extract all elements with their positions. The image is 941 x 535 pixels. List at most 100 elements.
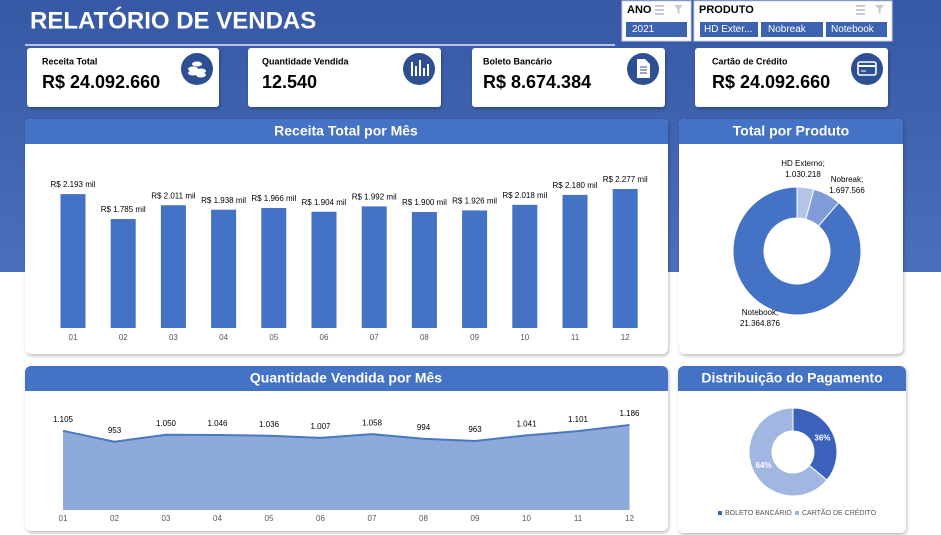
data-label: R$ 1.904 mil [302, 198, 347, 207]
data-label: R$ 2.180 mil [553, 181, 598, 190]
page-title: RELATÓRIO DE VENDAS [30, 6, 316, 34]
data-label: 1.041 [516, 420, 537, 429]
x-tick-label: 08 [419, 514, 428, 523]
panel-title: Receita Total por Mês [274, 123, 418, 139]
data-label: R$ 2.193 mil [51, 180, 96, 189]
x-tick-label: 10 [522, 514, 531, 523]
label-separator: ; [823, 159, 825, 168]
slicer-item-label[interactable]: Nobreak [768, 24, 807, 35]
x-tick-label: 11 [574, 514, 583, 523]
kpi-card: Quantidade Vendida 12.540 [248, 48, 441, 107]
data-label: 64% [756, 461, 772, 470]
kpi-value: R$ 24.092.660 [712, 72, 830, 92]
slicer-title: PRODUTO [699, 4, 754, 16]
filter-icon[interactable] [875, 5, 884, 14]
data-label: R$ 1.900 mil [402, 198, 447, 207]
value-label: 1.030.218 [785, 170, 821, 179]
bar [462, 210, 488, 328]
bar [361, 206, 387, 328]
data-label: 36% [814, 433, 830, 442]
panel-title: Quantidade Vendida por Mês [250, 370, 442, 386]
product-slicer: PRODUTO HD Exter... Nobreak Notebook [693, 0, 893, 42]
kpi-icon [851, 53, 883, 85]
x-tick-label: 07 [368, 514, 377, 523]
bar [60, 194, 86, 328]
slicer-item-label[interactable]: HD Exter... [704, 24, 752, 35]
kpi-label: Quantidade Vendida [262, 56, 350, 66]
data-label: R$ 1.992 mil [352, 193, 397, 202]
kpi-label: Cartão de Crédito [712, 56, 788, 66]
data-label: R$ 2.277 mil [603, 175, 648, 184]
donut-slice [732, 186, 862, 316]
slicer-item-label[interactable]: Notebook [831, 24, 875, 35]
category-label: Notebook [742, 308, 777, 317]
kpi-value: R$ 8.674.384 [483, 72, 591, 92]
slicer-item[interactable] [826, 22, 887, 37]
x-tick-label: 11 [571, 333, 580, 342]
donut-slice [792, 407, 838, 481]
x-tick-label: 08 [420, 333, 429, 342]
legend-label: BOLETO BANCÁRIO [725, 508, 792, 517]
data-label: 963 [468, 425, 482, 434]
kpi-value: R$ 24.092.660 [42, 72, 160, 92]
slicer-item[interactable] [761, 22, 823, 37]
filter-icon[interactable] [674, 5, 683, 14]
data-label: 1.046 [207, 419, 228, 428]
bar [411, 212, 437, 328]
x-tick-label: 02 [110, 514, 119, 523]
kpi-card: Receita Total R$ 24.092.660 [27, 48, 219, 107]
data-label: R$ 2.011 mil [151, 191, 196, 200]
x-tick-label: 03 [162, 514, 171, 523]
bar [311, 211, 337, 328]
data-label: 1.036 [259, 420, 280, 429]
panel: Distribuição do Pagamento [678, 366, 906, 533]
line [62, 424, 630, 443]
panel-title: Distribuição do Pagamento [701, 370, 882, 386]
slicer-item[interactable] [626, 22, 687, 37]
x-tick-label: 06 [316, 514, 325, 523]
kpi-value: 12.540 [262, 72, 317, 92]
legend-swatch [718, 511, 722, 515]
bar [160, 205, 186, 328]
value-label: 1.697.566 [829, 186, 865, 195]
data-label: 994 [417, 423, 431, 432]
x-tick-label: 01 [59, 514, 68, 523]
bar [211, 209, 237, 328]
x-tick-label: 09 [470, 333, 479, 342]
x-tick-label: 10 [520, 333, 529, 342]
data-label: 1.105 [53, 415, 74, 424]
slicer-title: ANO [627, 4, 652, 16]
x-tick-label: 05 [269, 333, 278, 342]
slicer-item[interactable] [700, 22, 758, 37]
x-tick-label: 04 [213, 514, 222, 523]
x-tick-label: 06 [320, 333, 329, 342]
x-tick-label: 09 [471, 514, 480, 523]
data-label: 953 [108, 426, 122, 435]
kpi-card: Boleto Bancário R$ 8.674.384 [472, 48, 665, 107]
label-separator: ; [861, 175, 863, 184]
year-slicer: ANO 2021 [621, 0, 692, 42]
legend-swatch [795, 511, 799, 515]
panel-title: Total por Produto [733, 123, 849, 139]
kpi-label: Boleto Bancário [483, 56, 553, 66]
value-label: 21.364.876 [740, 319, 781, 328]
x-tick-label: 01 [69, 333, 78, 342]
slicer-item-label[interactable]: 2021 [632, 24, 655, 35]
legend-label: CARTÃO DE CRÉDITO [802, 508, 877, 517]
category-label: HD Externo [781, 159, 823, 168]
data-label: Nobreak; 1.697.566 [829, 175, 865, 195]
bar [512, 204, 538, 328]
data-label: HD Externo; 1.030.218 [781, 159, 825, 179]
chart-marks: R$ 2.193 mil 01 R$ 1.785 mil 02 R$ 2.011 mil… [51, 159, 877, 523]
data-label: 1.007 [310, 422, 331, 431]
x-tick-label: 07 [370, 333, 379, 342]
label-separator: ; [776, 308, 778, 317]
bar [110, 219, 136, 328]
bar [562, 194, 588, 328]
data-label: Notebook; 21.364.876 [740, 308, 781, 328]
data-label: 1.101 [568, 415, 589, 424]
data-label: R$ 1.785 mil [101, 205, 146, 214]
data-label: 1.186 [619, 409, 640, 418]
donut-slice [748, 407, 828, 497]
